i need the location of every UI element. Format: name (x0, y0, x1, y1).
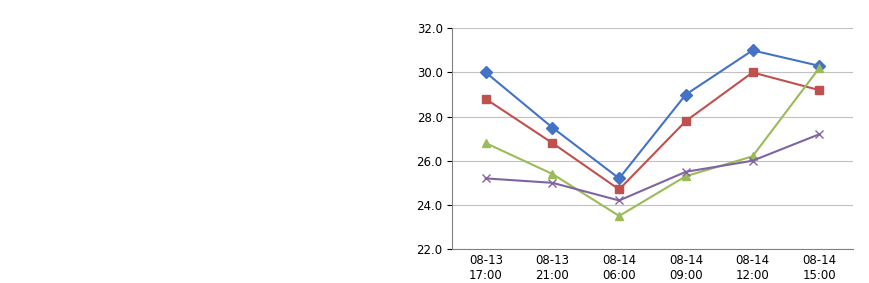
CL_N_bott_W (480, 142, 490, 145)
CL_S_bott_W (547, 181, 557, 185)
OP1_W_bott_W (813, 64, 824, 68)
OP2_W_bott (680, 119, 690, 123)
OP2_W_bott (480, 97, 490, 101)
CL_N_bott_W (813, 66, 824, 70)
OP2_W_bott (614, 188, 624, 191)
CL_N_bott_W (680, 175, 690, 178)
Line: OP1_W_bott_W: OP1_W_bott_W (481, 46, 822, 183)
CL_N_bott_W (614, 214, 624, 218)
OP1_W_bott_W (614, 177, 624, 180)
Legend: OP1_W_bott_W, OP2_W_bott, CL_N_bott_W, CL_S_bott_W: OP1_W_bott_W, OP2_W_bott, CL_N_bott_W, C… (866, 97, 869, 181)
OP1_W_bott_W (746, 49, 757, 52)
CL_S_bott_W (746, 159, 757, 162)
CL_N_bott_W (547, 172, 557, 176)
CL_S_bott_W (614, 199, 624, 202)
OP2_W_bott (746, 71, 757, 74)
OP1_W_bott_W (547, 126, 557, 129)
Line: CL_S_bott_W: CL_S_bott_W (481, 130, 822, 205)
CL_N_bott_W (746, 155, 757, 158)
Text: CL_N_bott_W: CL_N_bott_W (226, 8, 301, 19)
Text: OP2_W_bott: OP2_W_bott (9, 150, 79, 160)
Text: CL_S_bott_W: CL_S_bott_W (226, 150, 300, 160)
OP1_W_bott_W (480, 71, 490, 74)
CL_S_bott_W (480, 177, 490, 180)
Line: CL_N_bott_W: CL_N_bott_W (481, 64, 822, 220)
Text: OP1_W_bott_W: OP1_W_bott_W (9, 8, 96, 19)
OP2_W_bott (813, 88, 824, 92)
OP1_W_bott_W (680, 93, 690, 96)
CL_S_bott_W (680, 170, 690, 173)
Line: OP2_W_bott: OP2_W_bott (481, 68, 822, 194)
OP2_W_bott (547, 142, 557, 145)
CL_S_bott_W (813, 132, 824, 136)
